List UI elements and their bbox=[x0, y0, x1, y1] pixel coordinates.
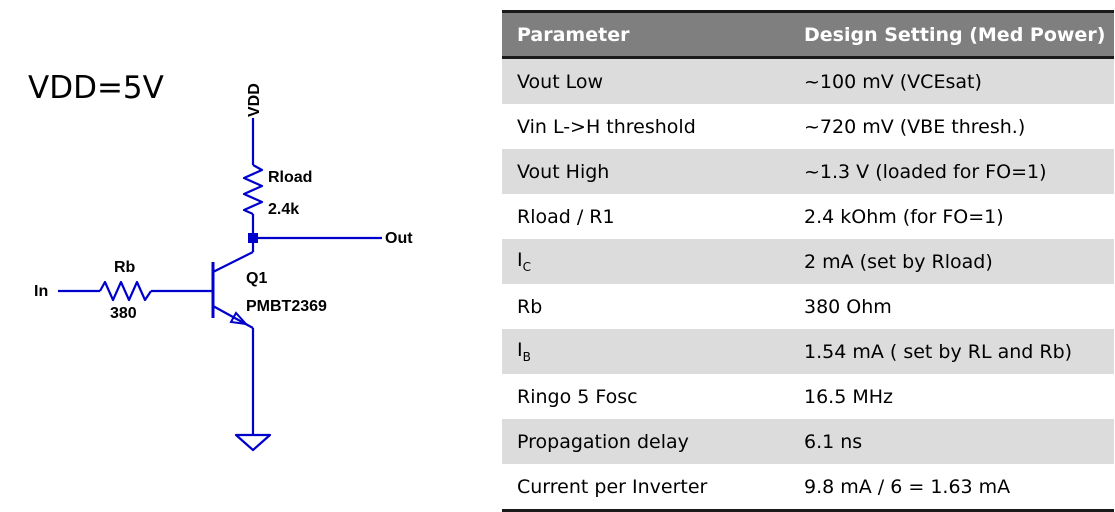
rload-value-label: 2.4k bbox=[268, 201, 299, 218]
value-cell: 2 mA (set by Rload) bbox=[789, 239, 1114, 284]
param-cell: Rb bbox=[502, 284, 789, 329]
value-cell: 2.4 kOhm (for FO=1) bbox=[789, 194, 1114, 239]
table-row: Vin L->H threshold ~720 mV (VBE thresh.) bbox=[502, 104, 1114, 149]
rload-resistor bbox=[242, 164, 264, 216]
param-cell: Vin L->H threshold bbox=[502, 104, 789, 149]
q1-label: Q1 bbox=[246, 270, 267, 287]
param-cell: Current per Inverter bbox=[502, 464, 789, 512]
table-row: Vout Low ~100 mV (VCEsat) bbox=[502, 57, 1114, 104]
rload-name-label: Rload bbox=[268, 169, 312, 186]
value-cell: 1.54 mA ( set by RL and Rb) bbox=[789, 329, 1114, 374]
param-subscript: C bbox=[522, 260, 531, 274]
rb-name-label: Rb bbox=[114, 259, 136, 276]
emitter-arrow bbox=[229, 311, 249, 326]
table-row: Current per Inverter 9.8 mA / 6 = 1.63 m… bbox=[502, 464, 1114, 512]
table-row: IC 2 mA (set by Rload) bbox=[502, 239, 1114, 284]
header-design-setting: Design Setting (Med Power) bbox=[789, 10, 1114, 59]
table-row: Rload / R1 2.4 kOhm (for FO=1) bbox=[502, 194, 1114, 239]
value-cell: 6.1 ns bbox=[789, 419, 1114, 464]
value-cell: ~100 mV (VCEsat) bbox=[789, 57, 1114, 104]
value-cell: 9.8 mA / 6 = 1.63 mA bbox=[789, 464, 1114, 512]
param-cell: Vout High bbox=[502, 149, 789, 194]
header-parameter: Parameter bbox=[502, 10, 789, 59]
param-cell: Propagation delay bbox=[502, 419, 789, 464]
value-cell: 380 Ohm bbox=[789, 284, 1114, 329]
q1-part-label: PMBT2369 bbox=[246, 298, 327, 315]
param-subscript: B bbox=[522, 350, 531, 364]
ground-symbol bbox=[234, 433, 272, 452]
table-row: IB 1.54 mA ( set by RL and Rb) bbox=[502, 329, 1114, 374]
table-header-row: Parameter Design Setting (Med Power) bbox=[502, 10, 1114, 59]
value-cell: ~1.3 V (loaded for FO=1) bbox=[789, 149, 1114, 194]
rb-resistor bbox=[99, 280, 152, 302]
param-symbol: I bbox=[517, 339, 523, 361]
vdd-label: VDD bbox=[246, 83, 263, 117]
param-symbol: I bbox=[517, 249, 523, 271]
param-cell: Ringo 5 Fosc bbox=[502, 374, 789, 419]
value-cell: 16.5 MHz bbox=[789, 374, 1114, 419]
vdd-supply-note: VDD=5V bbox=[28, 70, 164, 106]
output-junction bbox=[248, 233, 258, 243]
collector-diagonal bbox=[212, 251, 254, 273]
value-cell: ~720 mV (VBE thresh.) bbox=[789, 104, 1114, 149]
param-cell: Vout Low bbox=[502, 57, 789, 104]
table-row: Vout High ~1.3 V (loaded for FO=1) bbox=[502, 149, 1114, 194]
design-parameter-table: Parameter Design Setting (Med Power) Vou… bbox=[502, 10, 1114, 512]
table-row: Rb 380 Ohm bbox=[502, 284, 1114, 329]
param-cell: IB bbox=[502, 329, 789, 374]
rb-value-label: 380 bbox=[110, 305, 137, 322]
param-cell: Rload / R1 bbox=[502, 194, 789, 239]
table-row: Propagation delay 6.1 ns bbox=[502, 419, 1114, 464]
in-label: In bbox=[34, 283, 48, 300]
inverter-schematic: VDD Rload 2.4k Out In Rb 380 Q1 PMBT2369 bbox=[34, 83, 413, 452]
table-row: Ringo 5 Fosc 16.5 MHz bbox=[502, 374, 1114, 419]
param-cell: IC bbox=[502, 239, 789, 284]
out-label: Out bbox=[385, 230, 413, 247]
